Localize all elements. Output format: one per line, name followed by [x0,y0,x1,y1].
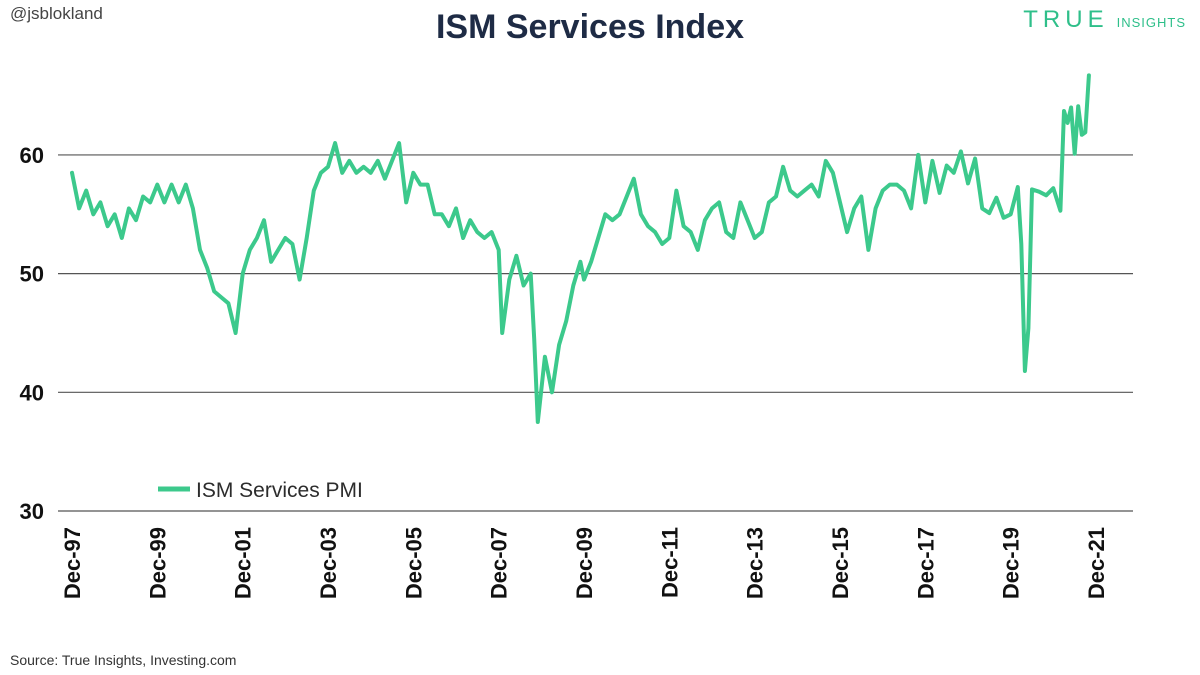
x-tick-label-dec-97: Dec-97 [60,527,85,599]
x-tick-label-dec-15: Dec-15 [828,527,853,599]
x-tick-label-dec-17: Dec-17 [913,527,938,599]
x-tick-label-dec-07: Dec-07 [487,527,512,599]
x-tick-label-dec-03: Dec-03 [316,527,341,599]
x-tick-label-dec-11: Dec-11 [657,527,682,598]
y-tick-label-50: 50 [20,262,44,287]
x-tick-label-dec-21: Dec-21 [1084,527,1109,599]
x-tick-label-dec-19: Dec-19 [999,527,1024,599]
gridlines [58,154,1133,512]
y-tick-label-60: 60 [20,143,44,168]
x-axis-labels: Dec-97 Dec-99 Dec-01 Dec-03 Dec-05 Dec-07 Dec-… [60,527,1109,599]
series-line-ism-services-pmi [70,73,1091,424]
x-tick-label-dec-09: Dec-09 [572,527,597,599]
legend: ISM Services PMI [158,479,363,502]
brand-logo: TRUE INSIGHTS [1023,6,1186,34]
chart-title: ISM Services Index [435,8,745,46]
brand-logo-main: TRUE [1023,6,1109,33]
series-layer [70,73,1091,424]
legend-label-ism-services-pmi: ISM Services PMI [196,479,363,502]
author-handle: @jsblokland [10,4,103,23]
y-tick-label-40: 40 [20,380,44,405]
source-note: Source: True Insights, Investing.com [10,652,237,668]
x-tick-label-dec-13: Dec-13 [743,527,768,599]
x-tick-label-dec-99: Dec-99 [145,527,170,599]
y-tick-label-30: 30 [20,499,44,524]
brand-logo-sub: INSIGHTS [1116,15,1186,30]
x-tick-label-dec-05: Dec-05 [401,527,426,599]
y-axis-labels: 30 40 50 60 [20,143,44,524]
x-tick-label-dec-01: Dec-01 [231,527,256,599]
